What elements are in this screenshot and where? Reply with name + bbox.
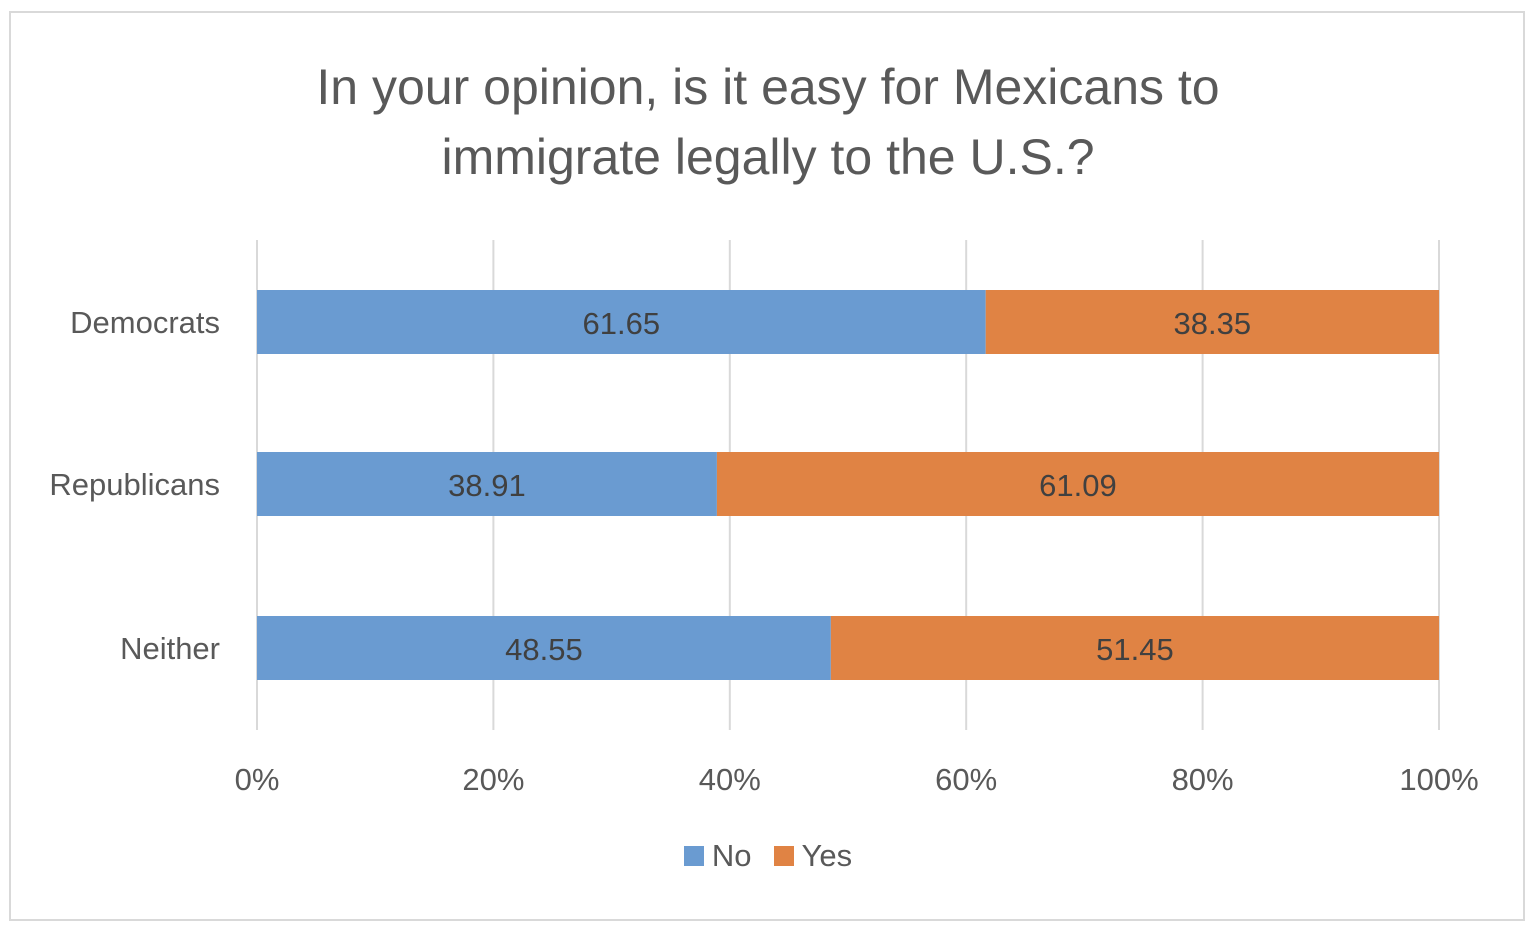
bar-yes-republicans: [716, 452, 1439, 516]
x-tick-label: 80%: [1172, 762, 1234, 797]
data-label-no-republicans: 38.91: [448, 468, 526, 503]
x-tick-label: 60%: [935, 762, 997, 797]
bar-no-neither: [257, 616, 831, 680]
bar-no-republicans: [257, 452, 717, 516]
legend-item-yes: Yes: [773, 838, 853, 874]
data-label-yes-democrats: 38.35: [1174, 306, 1252, 341]
bar-no-democrats: [257, 290, 986, 354]
legend-label-no: No: [711, 838, 752, 873]
legend-item-no: No: [683, 838, 752, 874]
category-label-democrats: Democrats: [70, 305, 220, 340]
x-tick-label: 0%: [235, 762, 280, 797]
legend-swatch-no: [683, 846, 704, 866]
chart-title: In your opinion, is it easy for Mexicans…: [0, 52, 1536, 192]
bar-yes-neither: [830, 616, 1439, 680]
legend-swatch-yes: [773, 846, 794, 866]
chart-title-line-2: immigrate legally to the U.S.?: [441, 129, 1095, 185]
legend-label-yes: Yes: [801, 838, 853, 873]
data-label-no-democrats: 61.65: [583, 306, 661, 341]
data-label-no-neither: 48.55: [505, 632, 583, 667]
category-label-neither: Neither: [120, 631, 220, 666]
x-tick-label: 40%: [699, 762, 761, 797]
chart-legend: No Yes: [0, 838, 1536, 874]
data-label-yes-republicans: 61.09: [1039, 468, 1117, 503]
bar-yes-democrats: [985, 290, 1439, 354]
chart-title-line-1: In your opinion, is it easy for Mexicans…: [316, 59, 1220, 115]
x-tick-label: 100%: [1399, 762, 1478, 797]
x-tick-label: 20%: [462, 762, 524, 797]
data-label-yes-neither: 51.45: [1096, 632, 1174, 667]
category-label-republicans: Republicans: [49, 467, 220, 502]
